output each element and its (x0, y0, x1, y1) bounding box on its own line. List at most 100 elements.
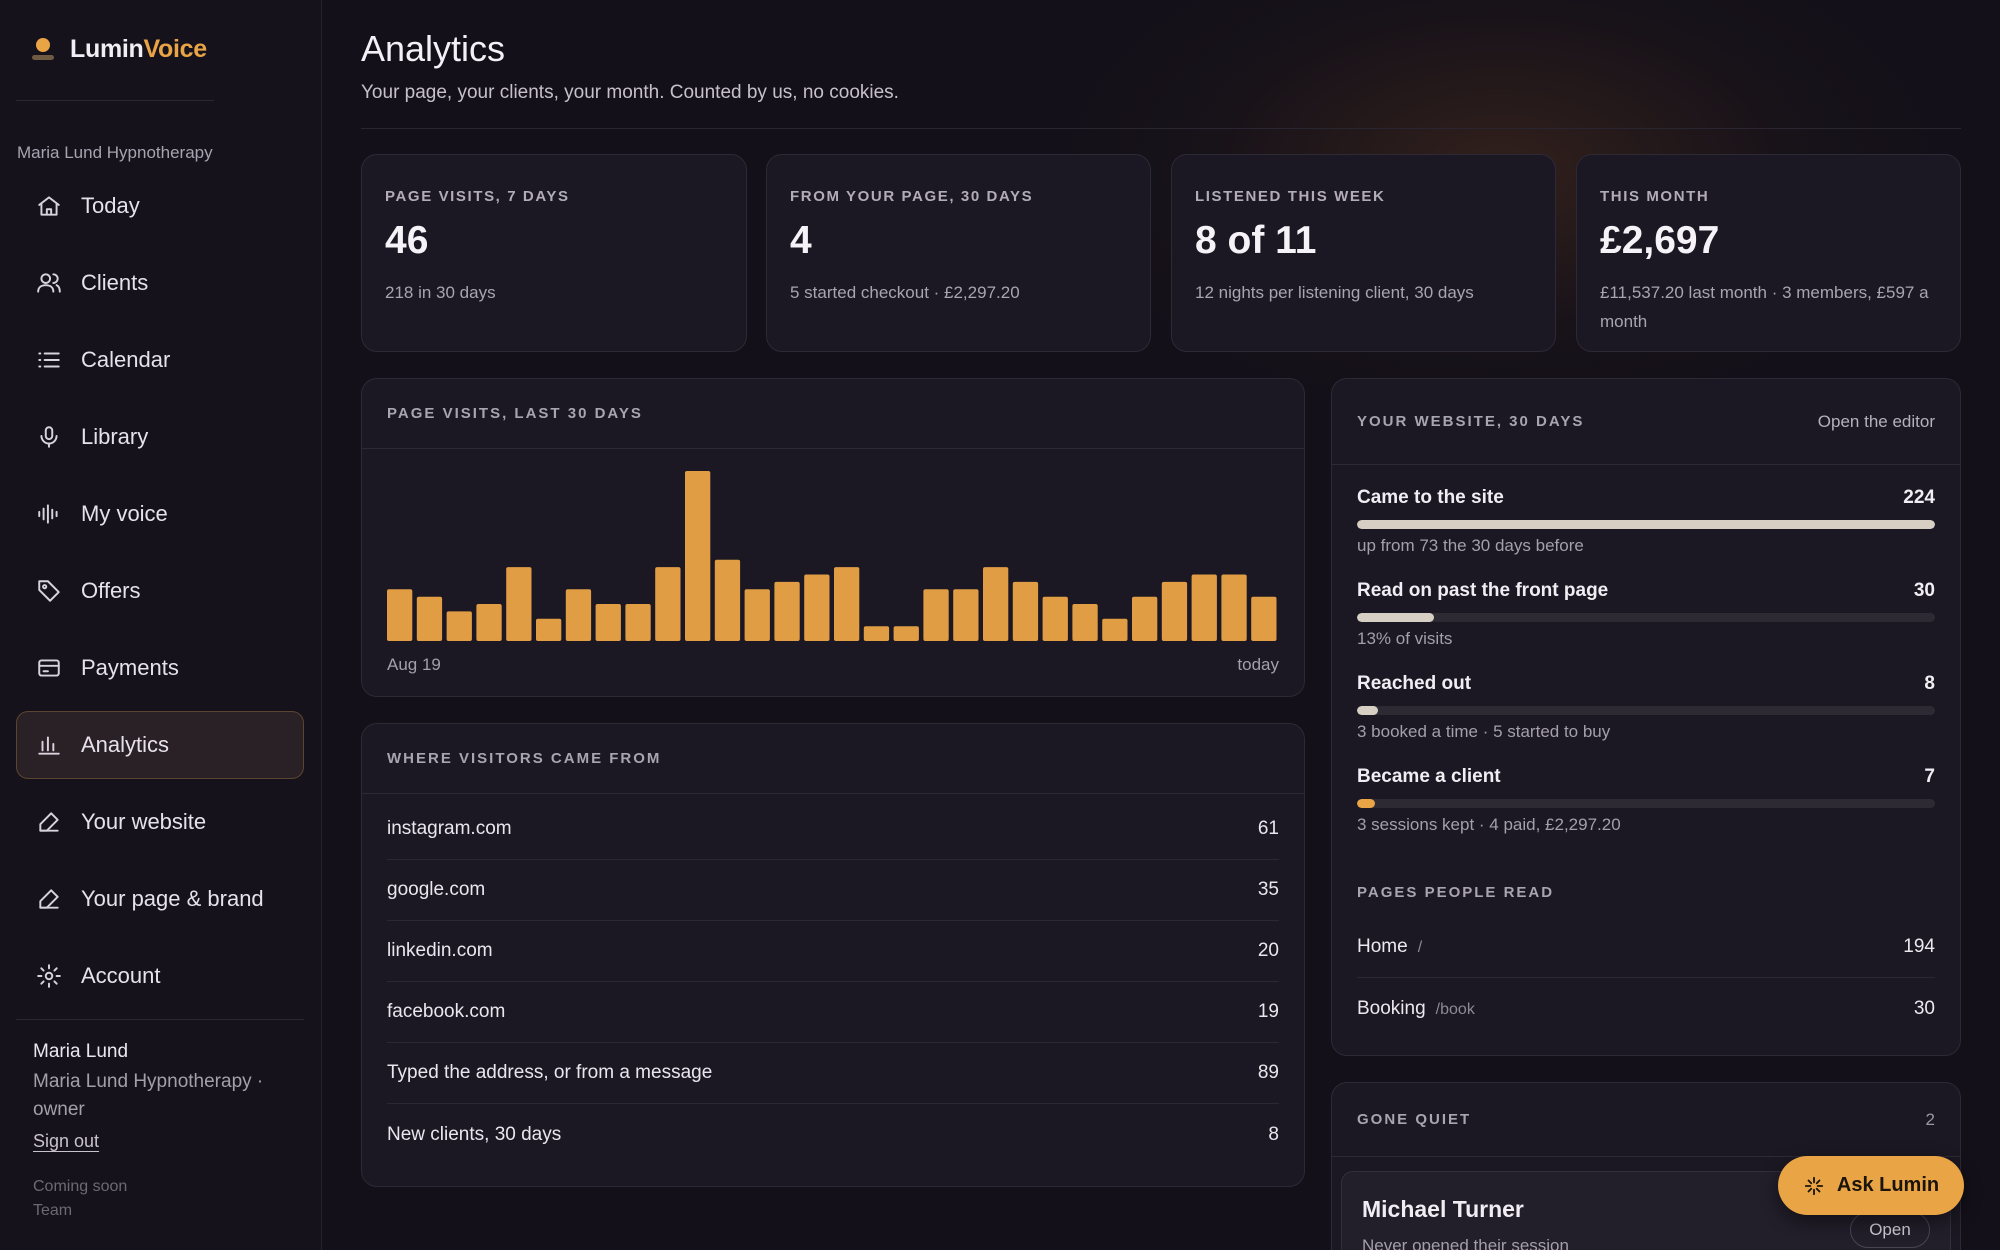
source-name: instagram.com (387, 818, 512, 839)
sign-out-link[interactable]: Sign out (33, 1131, 100, 1151)
sidebar-item-my-voice[interactable]: My voice (16, 480, 304, 548)
page-name: Booking (1357, 997, 1426, 1019)
source-row: New clients, 30 days 8 (387, 1104, 1279, 1165)
x-axis-end-label: today (1237, 655, 1279, 674)
brand-mark-icon (30, 34, 56, 64)
stat-card-page-visits: PAGE VISITS, 7 DAYS 46 218 in 30 days (361, 154, 747, 352)
page-count: 194 (1903, 936, 1935, 957)
funnel-sub: 3 booked a time · 5 started to buy (1357, 722, 1611, 741)
waveform-icon (35, 500, 63, 528)
sparkle-icon (1804, 1176, 1824, 1195)
source-row: Typed the address, or from a message 89 (387, 1043, 1279, 1104)
source-name: google.com (387, 879, 486, 900)
visits-bar (983, 567, 1009, 641)
visits-bar (625, 604, 651, 641)
funnel-label: Reached out (1357, 673, 1472, 694)
sidebar-item-label: Payments (81, 655, 179, 680)
tag-icon (35, 577, 63, 605)
gone-quiet-count: 2 (1925, 1109, 1935, 1129)
visitor-sources-card: WHERE VISITORS CAME FROM instagram.com 61… (361, 723, 1305, 1187)
page-visits-chart-card: PAGE VISITS, LAST 30 DAYS Aug 19 today (361, 378, 1305, 697)
visits-bar (834, 567, 860, 641)
visits-bar (1191, 574, 1217, 641)
funnel-step: Came to the site 224 up from 73 the 30 da… (1357, 487, 1935, 580)
funnel-label: Read on past the front page (1357, 580, 1609, 601)
chart-header: PAGE VISITS, LAST 30 DAYS (362, 379, 1304, 449)
funnel-step: Reached out 8 3 booked a time · 5 started… (1357, 673, 1935, 766)
sidebar-item-label: Calendar (81, 347, 171, 372)
sidebar-item-payments[interactable]: Payments (16, 634, 304, 702)
edit-icon (35, 808, 63, 836)
funnel-value: 224 (1903, 487, 1935, 508)
sidebar-item-calendar[interactable]: Calendar (16, 326, 304, 394)
visits-bar (595, 604, 621, 641)
brand-logo[interactable]: LuminVoice (30, 34, 207, 64)
stat-value: 46 (385, 219, 429, 262)
stat-card-from-page: FROM YOUR PAGE, 30 DAYS 4 5 started chec… (766, 154, 1151, 352)
stat-value: £2,697 (1600, 219, 1720, 262)
stat-value: 4 (790, 219, 812, 262)
sidebar-item-today[interactable]: Today (16, 172, 304, 240)
open-client-button[interactable]: Open (1850, 1212, 1930, 1248)
gone-quiet-header: GONE QUIET 2 (1332, 1083, 1960, 1157)
open-editor-link[interactable]: Open the editor (1817, 411, 1935, 431)
visits-bar (536, 618, 562, 641)
gear-icon (35, 962, 63, 990)
sidebar-item-label: Offers (81, 578, 141, 603)
sidebar-item-label: Analytics (81, 732, 170, 757)
source-count: 35 (1257, 879, 1279, 900)
stat-sub: 12 nights per listening client, 30 days (1195, 283, 1474, 302)
brand-name-part1: Lumin (70, 34, 144, 63)
sources-title: WHERE VISITORS CAME FROM (387, 750, 662, 767)
sources-list: instagram.com 61 google.com 35 linkedin.co… (387, 799, 1279, 1165)
sidebar-nav: Today Clients Calendar Library My voice … (16, 172, 304, 1019)
sidebar-item-offers[interactable]: Offers (16, 557, 304, 625)
funnel-label: Came to the site (1357, 487, 1504, 508)
visits-bar (446, 611, 472, 641)
ask-lumin-button[interactable]: Ask Lumin (1778, 1156, 1964, 1215)
stat-card-listened: LISTENED THIS WEEK 8 of 11 12 nights per… (1171, 154, 1556, 352)
visits-bar (893, 626, 919, 641)
visits-bar (863, 626, 890, 641)
card-icon (35, 654, 63, 682)
sidebar-item-clients[interactable]: Clients (16, 249, 304, 317)
sidebar-item-analytics[interactable]: Analytics (16, 711, 304, 779)
sidebar-divider (16, 1019, 304, 1020)
list-icon (35, 346, 63, 374)
coming-soon-label: Coming soon (33, 1178, 128, 1195)
website-card: YOUR WEBSITE, 30 DAYS Open the editor Ca… (1331, 378, 1961, 1056)
funnel-track (1357, 520, 1935, 529)
sidebar-item-label: My voice (81, 501, 168, 526)
funnel-value: 8 (1924, 673, 1935, 694)
source-name: facebook.com (387, 1001, 506, 1022)
client-status: Never opened their session (1362, 1236, 1569, 1250)
pages-read-list: Home / 194 Booking/book 30 (1357, 917, 1935, 1039)
sources-header: WHERE VISITORS CAME FROM (362, 724, 1304, 794)
funnel-track (1357, 613, 1935, 622)
visits-bar (1251, 596, 1277, 641)
stat-sub: 218 in 30 days (385, 283, 496, 302)
funnel-fill (1357, 613, 1435, 622)
sidebar-item-account[interactable]: Account (16, 942, 304, 1010)
funnel-sub: up from 73 the 30 days before (1357, 536, 1584, 555)
visits-bar (1042, 596, 1068, 641)
visits-bar (416, 596, 443, 641)
funnel-track (1357, 799, 1935, 808)
sidebar: LuminVoice Maria Lund Hypnotherapy Today… (0, 0, 322, 1250)
sidebar-divider (16, 100, 214, 101)
visits-bar (923, 589, 949, 641)
visits-bar (1102, 618, 1128, 641)
sidebar-item-your-website[interactable]: Your website (16, 788, 304, 856)
sidebar-item-library[interactable]: Library (16, 403, 304, 471)
sidebar-item-label: Your page & brand (81, 886, 264, 911)
source-name: linkedin.com (387, 940, 493, 961)
source-count: 89 (1257, 1062, 1279, 1083)
source-count: 19 (1257, 1001, 1279, 1022)
page-row: Home / 194 (1357, 917, 1935, 978)
visits-bar (387, 589, 413, 641)
page-visits-bar-chart (387, 471, 1277, 641)
sidebar-item-page-brand[interactable]: Your page & brand (16, 865, 304, 933)
funnel-label: Became a client (1357, 766, 1501, 787)
visits-bar (804, 574, 830, 641)
visits-bar (714, 559, 741, 641)
